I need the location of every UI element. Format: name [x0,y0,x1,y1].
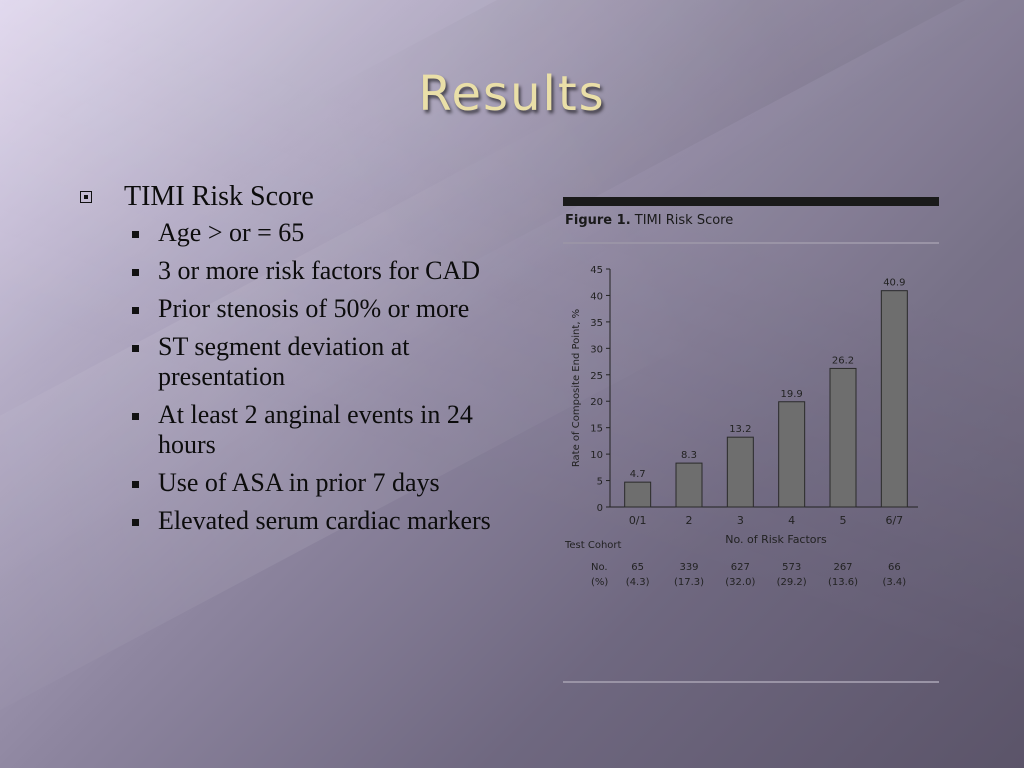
bar [778,401,806,508]
bar-value-label: 13.2 [729,424,751,435]
sub-bullet-list: Age > or = 65 3 or more risk factors for… [128,218,520,536]
sub-bullet-text: At least 2 anginal events in 24 hours [158,400,473,459]
y-tick-label: 5 [597,477,603,488]
figure-divider [563,681,939,683]
x-tick-label: 6/7 [885,514,903,527]
sub-bullet: Age > or = 65 [128,218,520,248]
bar-value-label: 8.3 [681,450,697,461]
sub-bullet-text: Elevated serum cardiac markers [158,506,491,535]
square-bullet-icon [132,269,139,276]
slide-title: Results [418,66,606,122]
table-count: 627 [731,562,750,573]
figure-caption: Figure 1. TIMI Risk Score [565,213,733,228]
table-row-title: Test Cohort [564,540,622,551]
square-bullet-icon [132,307,139,314]
table-count: 66 [888,562,901,573]
figure-divider [563,242,939,244]
figure-panel: Figure 1. TIMI Risk Score 0 5 10 15 20 25 30 35… [563,197,939,687]
sub-bullet: Use of ASA in prior 7 days [128,468,520,498]
x-tick-label: 0/1 [629,514,647,527]
sub-bullet-text: ST segment deviation at presentation [158,332,410,391]
bar-value-label: 40.9 [883,278,905,289]
x-axis-label: No. of Risk Factors [725,533,827,546]
sub-bullet-text: Prior stenosis of 50% or more [158,294,470,323]
y-tick-label: 30 [590,344,603,355]
sub-bullet-text: Age > or = 65 [158,218,305,247]
x-tick-label: 4 [788,514,795,527]
y-tick-label: 35 [590,318,603,329]
y-tick-label: 20 [590,397,603,408]
table-percent: (17.3) [674,577,704,588]
table-percent: (29.2) [777,577,807,588]
bar [624,481,652,508]
table-count: 65 [631,562,644,573]
bar [829,367,857,508]
square-bullet-icon [132,519,139,526]
y-tick-label: 15 [590,424,603,435]
table-percent: (3.4) [882,577,906,588]
table-row-label: (%) [591,577,608,588]
bar-value-label: 4.7 [630,469,646,480]
square-bullet-icon [132,345,139,352]
bar [675,462,703,508]
bar [880,290,908,508]
y-tick-label: 40 [590,291,603,302]
sub-bullet-text: Use of ASA in prior 7 days [158,468,440,497]
bar [726,436,754,508]
sub-bullet: Elevated serum cardiac markers [128,506,520,536]
x-tick-label: 3 [737,514,744,527]
x-tick-label: 2 [686,514,693,527]
bullet-list: TIMI Risk Score Age > or = 65 3 or more … [80,180,520,544]
table-percent: (4.3) [626,577,650,588]
sub-bullet: ST segment deviation at presentation [128,332,520,392]
figure-top-bar [563,197,939,206]
table-row-label: No. [591,562,608,573]
boxed-bullet-icon [80,191,92,203]
y-tick-label: 10 [590,450,603,461]
y-tick-label: 45 [590,265,603,276]
y-tick-label: 0 [597,503,603,514]
x-tick-label: 5 [840,514,847,527]
main-bullet-text: TIMI Risk Score [124,181,314,212]
table-percent: (13.6) [828,577,858,588]
bar-value-label: 26.2 [832,355,854,366]
sub-bullet: At least 2 anginal events in 24 hours [128,400,520,460]
table-count: 573 [782,562,801,573]
main-bullet: TIMI Risk Score [80,180,520,214]
y-axis-label: Rate of Composite End Point, % [571,309,582,467]
table-count: 339 [679,562,698,573]
square-bullet-icon [132,231,139,238]
sub-bullet: 3 or more risk factors for CAD [128,256,520,286]
sub-bullet-text: 3 or more risk factors for CAD [158,256,481,285]
table-percent: (32.0) [725,577,755,588]
figure-caption-text: TIMI Risk Score [634,213,734,228]
square-bullet-icon [132,481,139,488]
square-bullet-icon [132,413,139,420]
sub-bullet: Prior stenosis of 50% or more [128,294,520,324]
figure-label: Figure 1. [565,213,631,228]
y-tick-label: 25 [590,371,603,382]
table-count: 267 [833,562,852,573]
bar-value-label: 19.9 [781,389,803,400]
